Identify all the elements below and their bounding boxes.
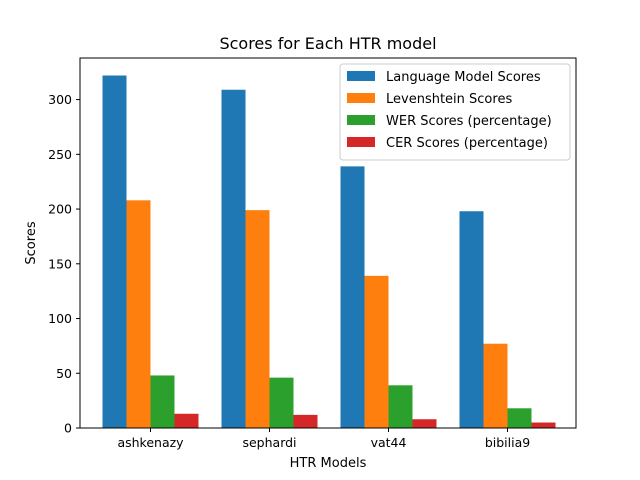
y-tick-label: 300 [48,92,72,107]
bar-2-sephardi [245,210,270,428]
x-axis-label: HTR Models [290,456,367,471]
bar-3-vat44 [388,385,413,428]
x-tick-label: vat44 [371,435,407,450]
bar-1-sephardi [221,89,246,429]
y-axis-label: Scores [24,221,39,264]
bar-1-bibilia9 [459,211,484,428]
bar-3-bibilia9 [507,408,532,428]
bar-2-vat44 [364,275,389,428]
y-tick-label: 200 [48,202,72,217]
bar-3-sephardi [269,377,294,428]
legend-swatch [347,115,375,125]
legend-label: Levenshtein Scores [386,92,512,107]
bar-4-vat44 [412,419,437,428]
legend-swatch [347,71,375,81]
y-tick-label: 50 [56,366,72,381]
y-tick-label: 250 [48,147,72,162]
x-tick-label: ashkenazy [117,435,184,450]
bar-1-ashkenazy [102,75,127,428]
bar-2-ashkenazy [126,200,151,428]
bar-2-bibilia9 [483,343,508,428]
bar-4-ashkenazy [174,413,199,428]
x-tick-label: bibilia9 [485,435,530,450]
y-tick-label: 100 [48,311,72,326]
y-tick-label: 150 [48,256,72,271]
bar-4-bibilia9 [531,422,556,428]
plot-frame [79,57,577,429]
bar-4-sephardi [293,414,318,428]
legend-label: CER Scores (percentage) [386,136,548,151]
legend-label: WER Scores (percentage) [386,114,552,129]
legend-label: Language Model Scores [386,70,541,85]
x-tick-label: sephardi [242,435,296,450]
bar-1-vat44 [340,166,365,428]
legend: Language Model Scores Levenshtein Scores W… [339,63,571,161]
x-axis: ashkenazy sephardi vat44 bibilia9 [117,428,530,450]
legend-swatch [347,93,375,103]
bar-3-ashkenazy [150,375,175,428]
legend-box [339,63,571,161]
chart-title: Scores for Each HTR model [219,34,436,53]
y-axis: 0 50 100 150 200 250 300 [48,92,80,436]
y-tick-label: 0 [64,421,72,436]
legend-swatch [347,137,375,147]
bars-layer [102,75,556,429]
